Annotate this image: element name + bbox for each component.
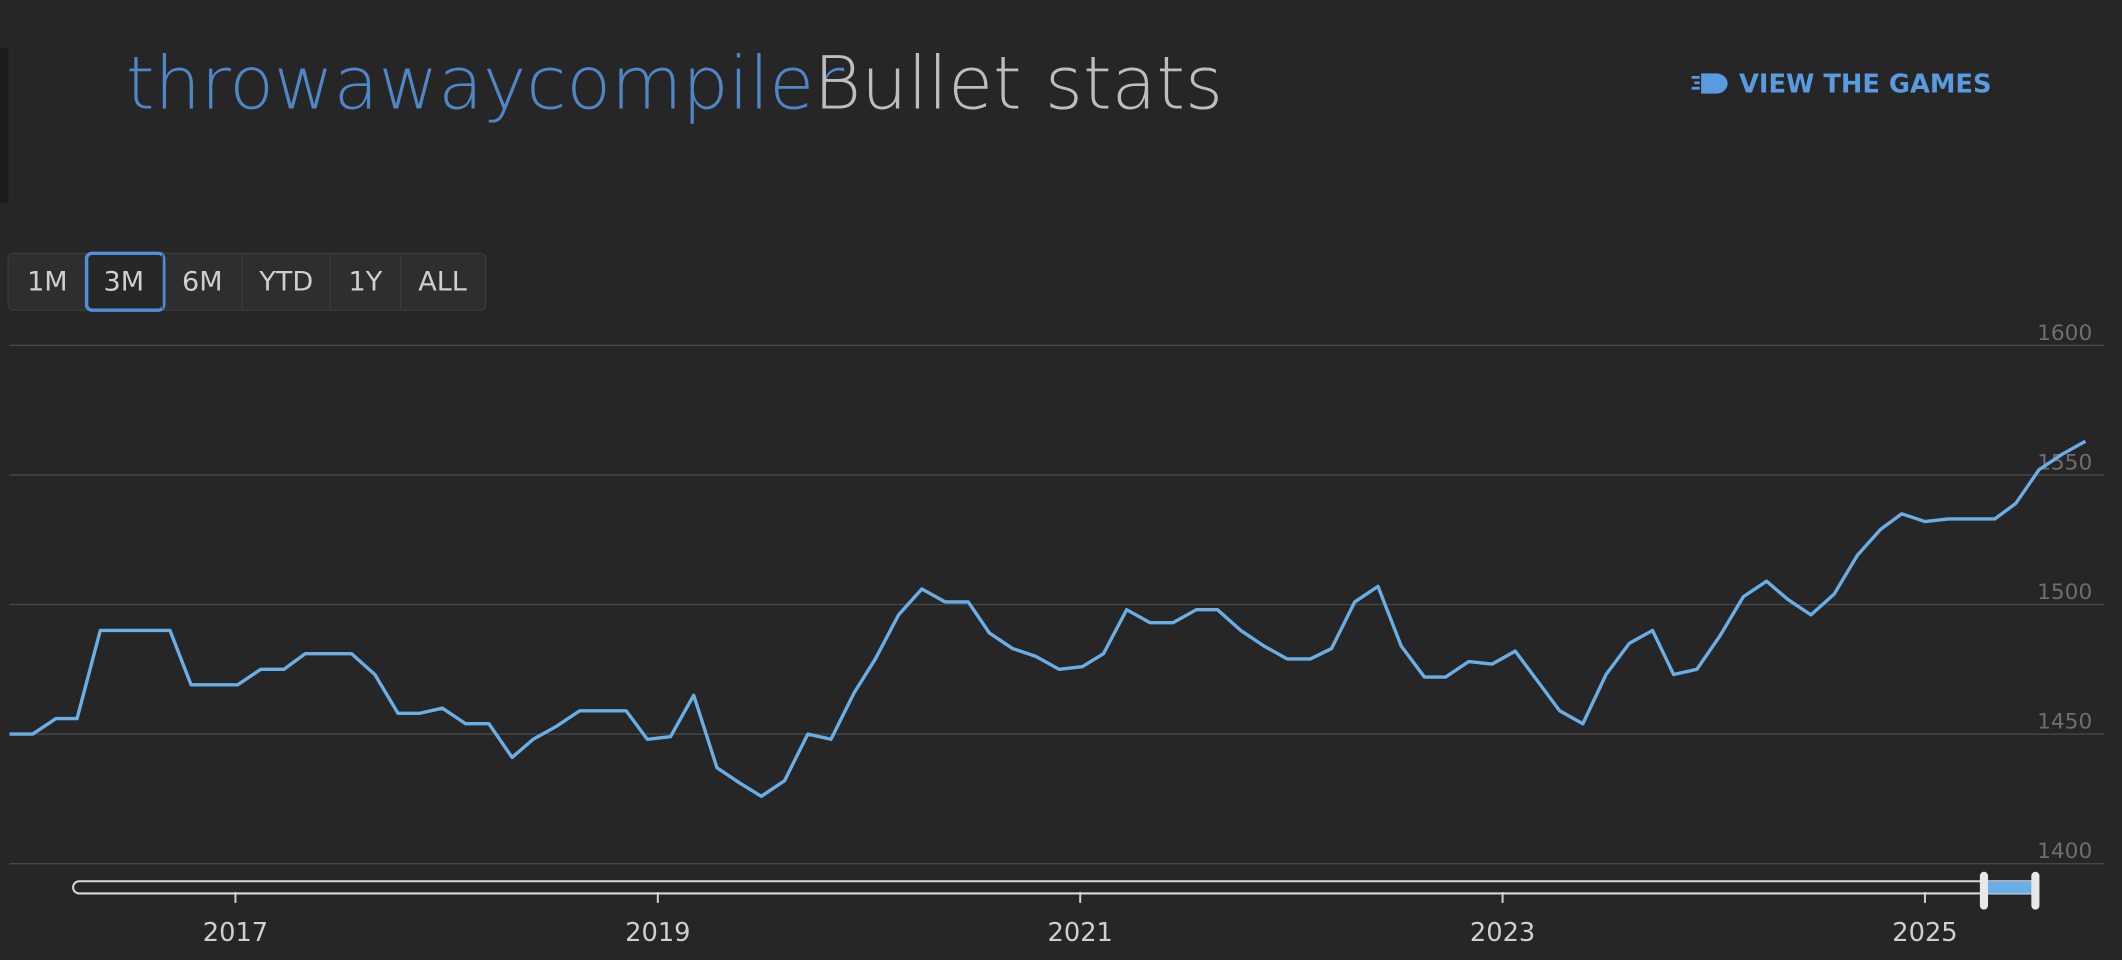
range-button[interactable]: 6M: [182, 267, 223, 298]
x-tick-label: 2021: [1047, 918, 1112, 948]
range-selector: 1M 3M 6M YTD 1Y ALL: [7, 251, 487, 312]
x-tick-label: 2019: [625, 918, 690, 948]
y-tick-label: 1500: [2037, 580, 2092, 605]
button-selected[interactable]: [84, 251, 166, 312]
range-button[interactable]: YTD: [258, 267, 313, 298]
navigator-handle[interactable]: [1979, 871, 1989, 910]
navigator-selection[interactable]: [1983, 881, 2036, 894]
link-icon: [1691, 73, 1728, 94]
range-button[interactable]: 1Y: [349, 267, 383, 298]
range-button[interactable]: ALL: [418, 267, 467, 298]
link-text[interactable]: VIEW THE GAMES: [1739, 69, 1992, 99]
username[interactable]: throwawaycompiler: [126, 42, 844, 127]
x-tick-label: 2017: [203, 918, 268, 948]
x-tick-label: 2025: [1892, 918, 1957, 948]
navigator: [72, 871, 2040, 910]
y-tick-label: 1400: [2037, 839, 2092, 864]
side-strip: [0, 47, 9, 204]
selector-frame: [7, 252, 487, 311]
rating-line: [9, 439, 2087, 798]
view-games-link[interactable]: VIEW THE GAMES: [1691, 69, 1992, 99]
y-tick-label: 1450: [2037, 710, 2092, 735]
range-button[interactable]: 3M: [104, 267, 145, 298]
x-tick-label: 2023: [1470, 918, 1535, 948]
y-tick-label: 1600: [2037, 321, 2092, 346]
navigator-handle[interactable]: [2031, 871, 2040, 910]
range-button[interactable]: 1M: [27, 267, 68, 298]
page-title: Bullet stats: [813, 42, 1223, 127]
